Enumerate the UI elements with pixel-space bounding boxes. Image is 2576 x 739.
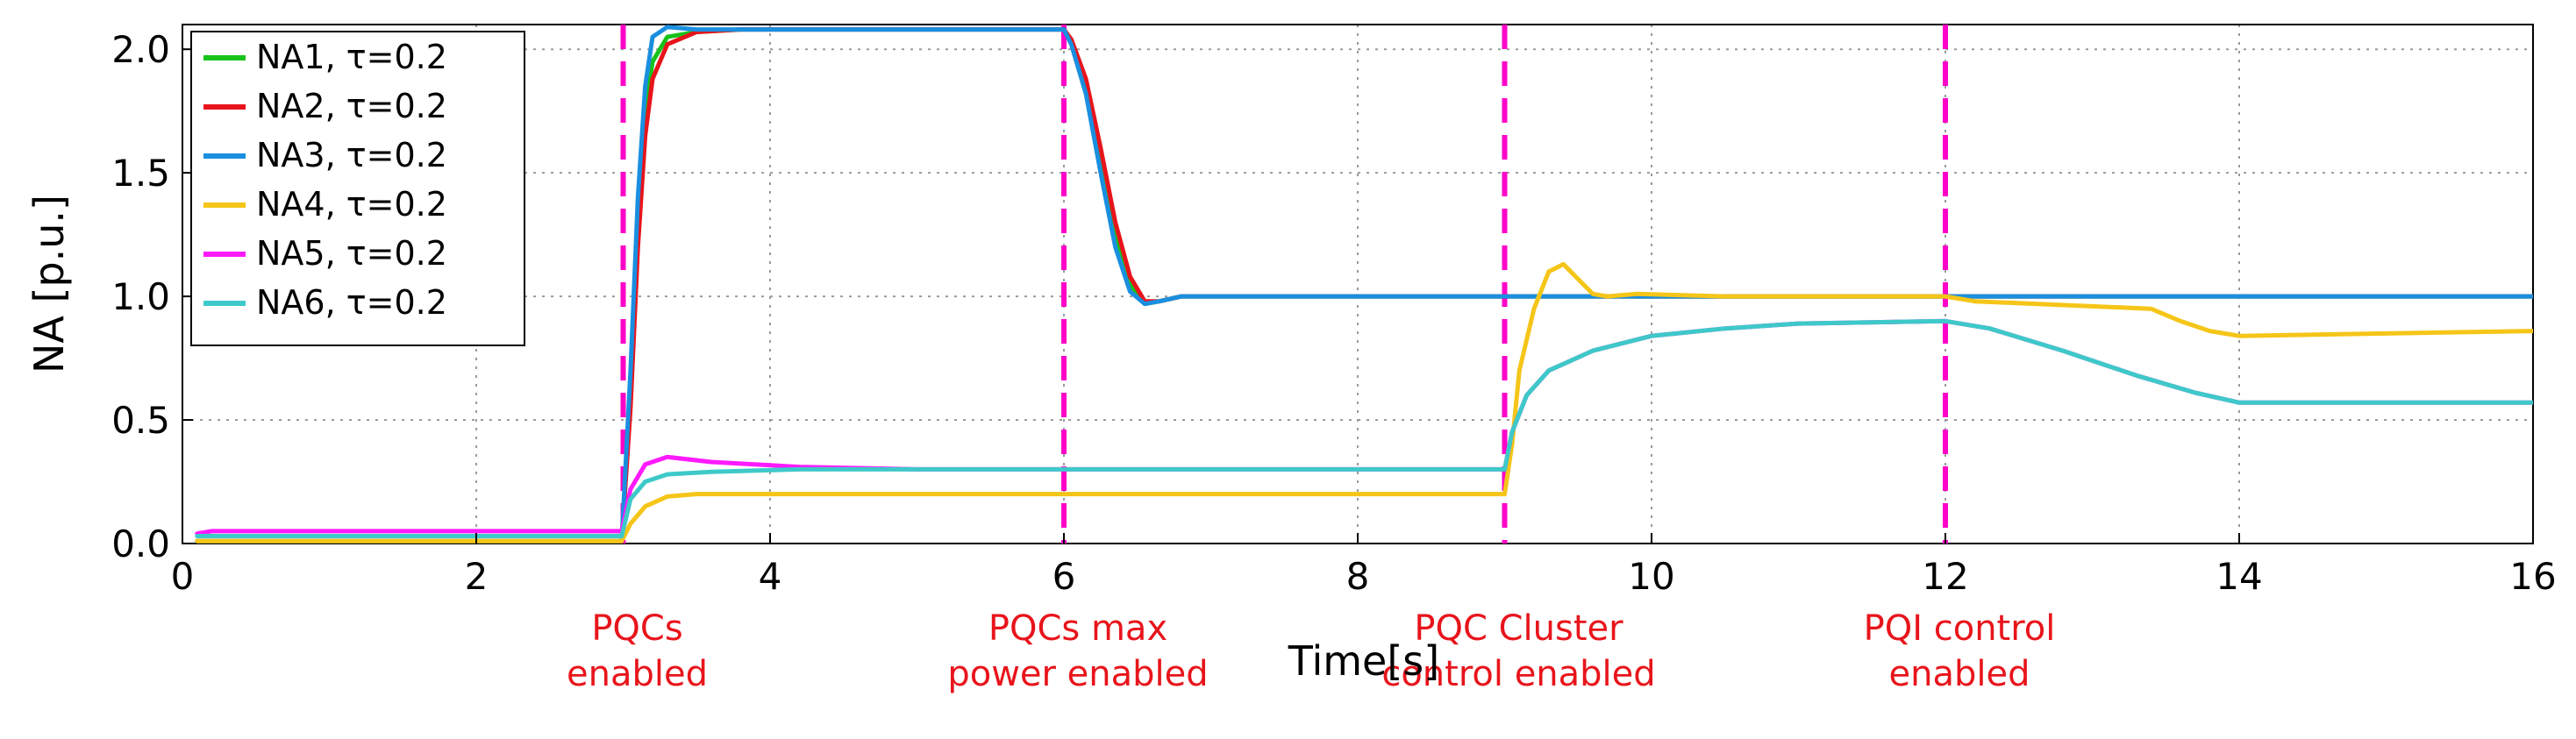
x-tick-label: 8 (1346, 555, 1370, 598)
series-line (195, 27, 2533, 544)
event-label-line: control enabled (1381, 654, 1655, 694)
legend-label: NA5, τ=0.2 (256, 234, 447, 273)
grid-lines (182, 25, 2533, 544)
event-label-line: PQC Cluster (1414, 608, 1623, 649)
series-line (195, 27, 2533, 544)
x-tick-label: 12 (1922, 555, 1968, 598)
y-tick-label: 0.5 (111, 399, 170, 442)
event-label-line: enabled (1889, 654, 2030, 694)
x-axis-title: Time[s] (1288, 637, 1439, 685)
event-label: PQCs max power enabled (947, 608, 1208, 694)
legend-label: NA2, τ=0.2 (256, 87, 447, 125)
series-line (195, 25, 2533, 544)
series-line (195, 318, 2533, 536)
y-tick-label: 0.0 (111, 522, 170, 565)
event-label: PQCs enabled (567, 608, 708, 694)
x-tick-label: 4 (759, 555, 782, 598)
y-tick-label: 2.0 (111, 28, 170, 71)
series-lines (195, 25, 2533, 544)
legend: NA1, τ=0.2 NA2, τ=0.2 NA3, τ=0.2 NA4, τ=0.2… (190, 31, 525, 346)
x-tick-label: 0 (171, 555, 195, 598)
event-label-line: PQCs (591, 608, 682, 649)
x-tick-label: 16 (2509, 555, 2556, 598)
plot-area (182, 24, 2534, 544)
event-markers: PQCs enabled PQCs max power enabled PQC Clus… (567, 25, 2055, 694)
event-label-line: PQCs max (988, 608, 1167, 649)
x-axis-ticks: 0 2 4 6 8 10 12 14 16 (171, 533, 2557, 598)
legend-label: NA4, τ=0.2 (256, 185, 447, 224)
series-line (195, 261, 2533, 544)
legend-box (190, 31, 525, 346)
legend-label: NA6, τ=0.2 (256, 283, 447, 322)
event-label-line: enabled (567, 654, 708, 694)
legend-label: NA1, τ=0.2 (256, 38, 447, 76)
series-line (195, 318, 2533, 538)
x-tick-label: 14 (2216, 555, 2262, 598)
event-label-line: PQI control (1864, 608, 2056, 649)
y-tick-label: 1.5 (111, 152, 170, 195)
legend-label: NA3, τ=0.2 (256, 136, 447, 174)
y-axis-ticks: 0.0 0.5 1.0 1.5 2.0 (111, 28, 193, 565)
event-label: PQC Cluster control enabled (1381, 608, 1655, 694)
event-label-line: power enabled (947, 654, 1208, 694)
x-tick-label: 2 (465, 555, 489, 598)
y-tick-label: 1.0 (111, 275, 170, 318)
y-axis-title: NA [p.u.] (25, 195, 73, 373)
x-tick-label: 10 (1628, 555, 1674, 598)
x-tick-label: 6 (1053, 555, 1076, 598)
event-label: PQI control enabled (1864, 608, 2056, 694)
